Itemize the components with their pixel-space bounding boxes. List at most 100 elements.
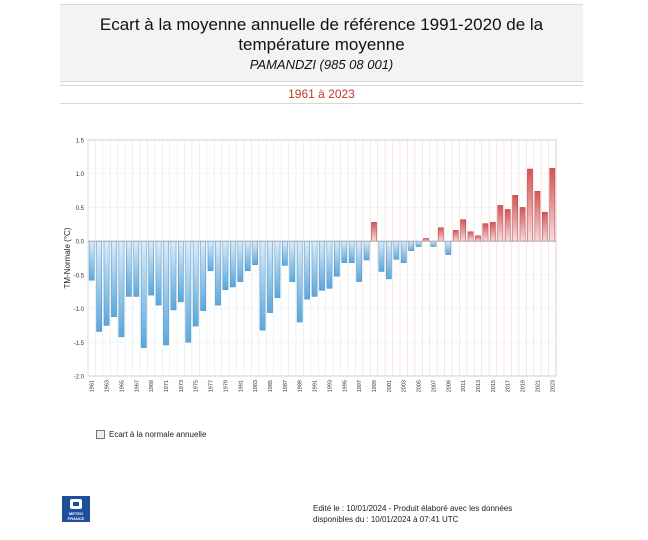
bar-1992 (319, 240, 325, 291)
x-tick-label: 1967 (134, 380, 140, 392)
bar-1985 (267, 240, 273, 313)
bar-2007 (430, 240, 437, 247)
bar-1983 (252, 240, 259, 265)
legend-label: Ecart à la normale annuelle (109, 430, 207, 439)
bar-1994 (333, 240, 340, 277)
bar-2014 (482, 223, 489, 242)
x-tick-label: 1989 (298, 380, 304, 392)
bar-2020 (527, 168, 533, 242)
y-axis-label: TM-Normale (°C) (63, 227, 72, 288)
bar-1975 (192, 240, 199, 327)
x-tick-label: 2021 (535, 380, 541, 392)
bar-1972 (170, 240, 177, 311)
bar-2002 (393, 240, 400, 260)
bar-2021 (534, 190, 541, 242)
bar-1961 (88, 240, 95, 281)
y-tick-label: 0.0 (76, 240, 85, 246)
bar-1966 (125, 240, 132, 297)
bar-2006 (423, 238, 429, 242)
bar-2016 (497, 205, 504, 242)
bar-1990 (304, 240, 311, 300)
bar-1987 (281, 240, 288, 266)
meteo-france-logo-icon: METEO FRANCE (62, 496, 90, 522)
x-tick-label: 1999 (372, 380, 378, 392)
bar-1977 (207, 240, 214, 272)
x-tick-label: 1997 (357, 380, 363, 392)
bar-1965 (118, 240, 125, 338)
bar-1978 (215, 240, 221, 306)
chart-legend: Ecart à la normale annuelle (96, 430, 206, 440)
y-tick-label: 1.5 (76, 139, 85, 145)
x-tick-label: 2003 (402, 380, 408, 392)
x-tick-label: 2015 (491, 380, 497, 392)
x-tick-label: 1991 (313, 380, 319, 392)
x-tick-label: 1983 (253, 380, 259, 392)
x-tick-label: 2019 (521, 380, 527, 392)
bar-2011 (460, 219, 467, 242)
bar-2012 (467, 231, 474, 242)
bar-2010 (452, 230, 459, 242)
bar-1997 (356, 240, 363, 282)
x-tick-label: 1975 (194, 380, 200, 392)
x-tick-label: 2013 (476, 380, 482, 392)
chart-title-line-2: température moyenne (238, 35, 405, 54)
bar-1962 (96, 240, 103, 332)
y-tick-label: -1.5 (74, 341, 85, 347)
legend-swatch (96, 430, 105, 440)
bar-1993 (326, 240, 333, 289)
x-tick-label: 2009 (446, 380, 452, 392)
bar-1982 (244, 240, 251, 272)
bar-1999 (371, 222, 377, 242)
footer-line-1: Edité le : 10/01/2024 - Produit élaboré … (313, 504, 513, 513)
bar-1979 (222, 240, 229, 290)
bar-2013 (475, 235, 481, 242)
bar-2019 (519, 207, 526, 242)
x-tick-label: 2001 (387, 380, 393, 392)
logo-text-line-1: METEO (68, 511, 84, 516)
bar-2017 (504, 209, 511, 242)
bar-1974 (185, 240, 192, 343)
bar-1973 (177, 240, 184, 303)
y-tick-label: -1.0 (74, 307, 85, 313)
edition-footer: Edité le : 10/01/2024 - Produit élaboré … (313, 503, 512, 525)
bar-1988 (289, 240, 296, 282)
bar-2015 (489, 222, 496, 242)
logo-text-line-2: FRANCE (67, 516, 85, 521)
logo-text: METEO FRANCE (62, 511, 90, 521)
bar-2023 (549, 168, 556, 242)
x-tick-label: 1995 (342, 380, 348, 392)
x-tick-label: 1961 (90, 380, 96, 392)
x-tick-label: 1965 (119, 380, 125, 392)
chart-title-line-1: Ecart à la moyenne annuelle de référence… (99, 15, 544, 34)
bar-1968 (140, 240, 147, 348)
x-tick-label: 2017 (506, 380, 512, 392)
chart-title-panel: Ecart à la moyenne annuelle de référence… (60, 4, 583, 82)
bar-1989 (296, 240, 303, 323)
bar-1991 (311, 240, 318, 297)
bar-2003 (400, 240, 407, 263)
bar-1963 (103, 240, 110, 326)
x-tick-label: 2023 (550, 380, 556, 392)
bar-1986 (274, 240, 281, 299)
bar-1971 (163, 240, 169, 346)
bar-2005 (415, 240, 422, 247)
x-tick-label: 1979 (223, 380, 229, 392)
bar-1998 (363, 240, 370, 261)
bar-2018 (512, 195, 519, 242)
x-tick-label: 1985 (268, 380, 274, 392)
footer-line-2: disponibles du : 10/01/2024 à 07:41 UTC (313, 515, 459, 524)
logo-mark-cutout (73, 502, 79, 506)
period-label: 1961 à 2023 (60, 85, 583, 104)
y-tick-label: 0.5 (76, 206, 85, 212)
bar-2001 (385, 240, 392, 280)
bar-1976 (200, 240, 207, 311)
y-tick-label: -2.0 (74, 375, 85, 381)
bar-1996 (348, 240, 355, 263)
bar-1980 (229, 240, 236, 288)
x-tick-label: 1977 (209, 380, 215, 392)
y-tick-label: 1.0 (76, 172, 85, 178)
x-tick-label: 1969 (149, 380, 155, 392)
bar-2008 (437, 227, 444, 242)
bar-1995 (341, 240, 348, 263)
